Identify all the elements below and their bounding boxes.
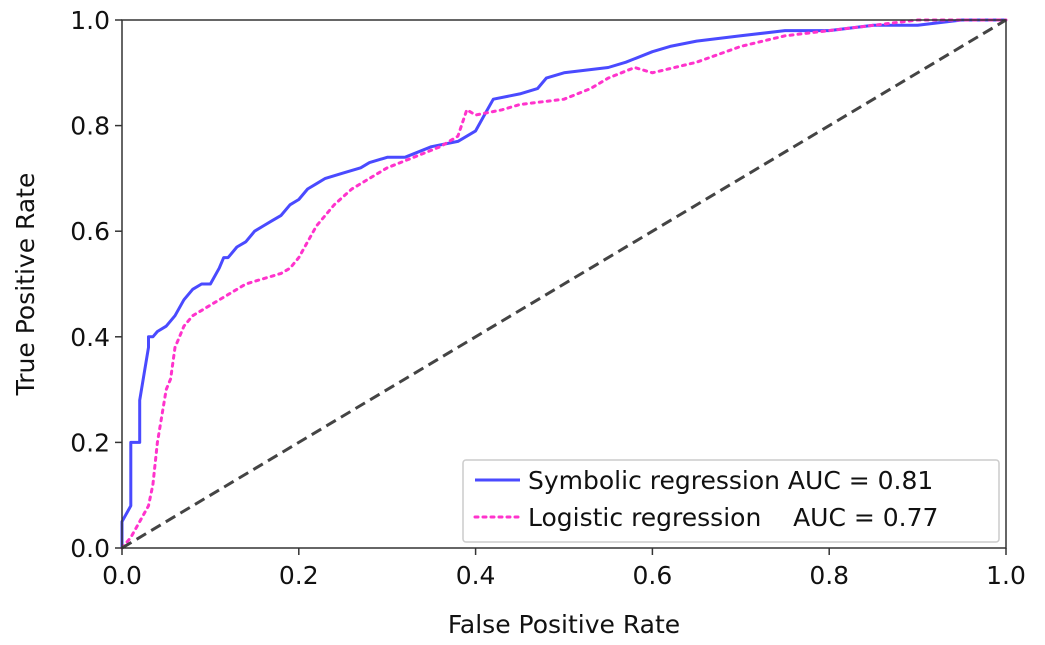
series-symbolic-regression-line [120, 18, 1006, 548]
x-tick-label: 0.0 [102, 561, 142, 590]
y-tick-label: 0.8 [70, 112, 110, 141]
plot-area-frame [121, 19, 1007, 549]
y-tick-label: 0.4 [70, 323, 110, 352]
y-tick-label: 0.2 [70, 428, 110, 457]
x-tick-label: 0.4 [456, 561, 496, 590]
chance-diagonal-line [121, 18, 1007, 550]
x-tick-label: 0.6 [633, 561, 673, 590]
y-tick-label: 1.0 [70, 6, 110, 35]
x-tick-label: 0.2 [279, 561, 319, 590]
x-tick-label: 0.8 [809, 561, 849, 590]
x-tick-label: 1.0 [986, 561, 1026, 590]
legend-label-symbolic: Symbolic regression AUC = 0.81 [528, 466, 933, 495]
legend-label-logistic: Logistic regression AUC = 0.77 [528, 503, 938, 532]
series-logistic-regression-line [120, 18, 1008, 550]
legend: Symbolic regression AUC = 0.81 Logistic … [462, 459, 1000, 543]
y-tick-label: 0.6 [70, 217, 110, 246]
series-layer [120, 18, 1008, 550]
legend-box [462, 459, 1000, 543]
x-axis-label: False Positive Rate [448, 610, 680, 639]
ticks-layer: 0.0 0.2 0.4 0.6 0.8 1.0 0.0 0.2 0.4 0.6 0.8 1.0 [70, 6, 1026, 590]
y-axis-label: True Positive Rate [11, 173, 40, 397]
y-tick-label: 0.0 [70, 534, 110, 563]
